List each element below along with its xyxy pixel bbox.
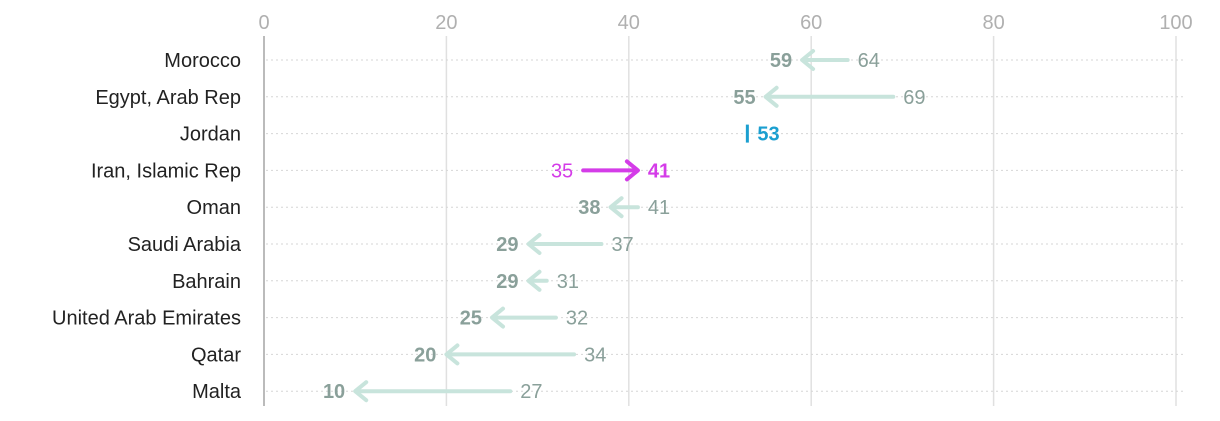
row-label: United Arab Emirates (52, 308, 241, 330)
arrow-head (490, 306, 505, 329)
start-value-label: 35 (551, 160, 573, 182)
row-label: Qatar (191, 344, 241, 366)
arrow-head (763, 85, 779, 108)
end-value-label: 20 (414, 344, 436, 366)
x-tick-label: 0 (258, 12, 269, 34)
x-tick-label: 40 (618, 12, 640, 34)
x-tick-label: 100 (1159, 12, 1192, 34)
end-value-label: 25 (460, 308, 482, 330)
row-label: Morocco (164, 50, 241, 72)
arrow-head (800, 49, 816, 71)
start-value-label: 69 (903, 87, 925, 109)
arrow-head (526, 269, 542, 292)
arrow-head (608, 196, 624, 219)
row-label: Egypt, Arab Rep (95, 87, 241, 109)
end-value-label: 41 (648, 160, 670, 182)
end-value-label: 53 (757, 124, 779, 146)
end-value-label: 38 (578, 197, 600, 219)
x-tick-label: 60 (800, 12, 822, 34)
row-label: Saudi Arabia (128, 234, 242, 256)
x-tick-label: 20 (435, 12, 457, 34)
end-value-label: 29 (496, 234, 518, 256)
end-value-label: 29 (496, 271, 518, 293)
end-value-label: 10 (323, 381, 345, 403)
start-value-label: 64 (858, 50, 880, 72)
start-value-label: 34 (584, 344, 606, 366)
start-value-label: 32 (566, 308, 588, 330)
arrow-head (526, 233, 542, 255)
x-tick-label: 80 (982, 12, 1004, 34)
arrow-head (353, 380, 369, 403)
end-value-label: 55 (733, 87, 755, 109)
row-label: Oman (187, 197, 241, 219)
row-label: Bahrain (172, 271, 241, 293)
end-value-label: 59 (770, 50, 792, 72)
row-label: Jordan (180, 124, 241, 146)
row-label: Iran, Islamic Rep (91, 160, 241, 182)
start-value-label: 31 (557, 271, 579, 293)
row-label: Malta (192, 381, 242, 403)
arrow-head (444, 343, 460, 366)
arrow-head (624, 159, 640, 182)
start-value-label: 27 (520, 381, 542, 403)
start-value-label: 37 (611, 234, 633, 256)
start-value-label: 41 (648, 197, 670, 219)
